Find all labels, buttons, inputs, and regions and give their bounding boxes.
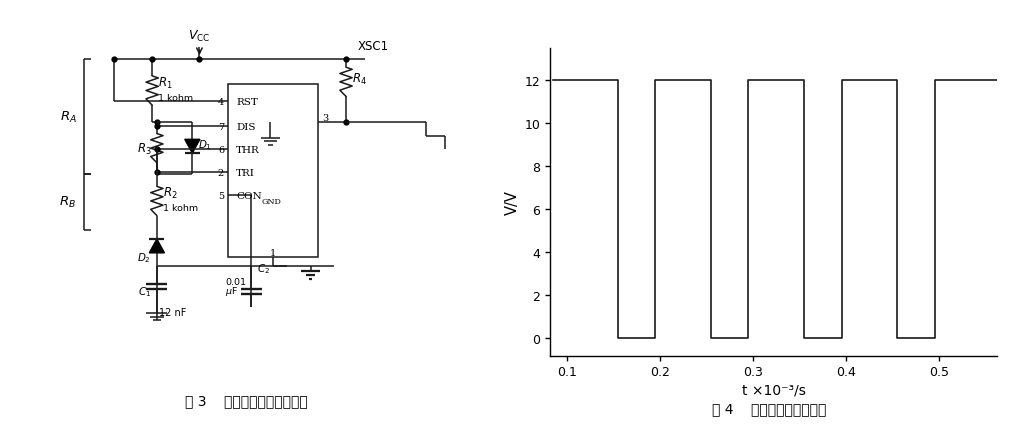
Text: 图 3    脉冲波形发生器原理图: 图 3 脉冲波形发生器原理图 bbox=[185, 393, 308, 407]
Text: 12 nF: 12 nF bbox=[159, 308, 187, 318]
Text: 5: 5 bbox=[218, 191, 224, 200]
Text: CON: CON bbox=[236, 191, 262, 200]
Text: $V_{\rm CC}$: $V_{\rm CC}$ bbox=[188, 29, 211, 43]
Text: 1 kohm: 1 kohm bbox=[163, 204, 198, 213]
Text: DIS: DIS bbox=[236, 122, 256, 131]
Polygon shape bbox=[185, 140, 199, 154]
Y-axis label: V/V: V/V bbox=[505, 190, 520, 215]
Text: 0.01: 0.01 bbox=[225, 277, 247, 287]
Text: $C_2$: $C_2$ bbox=[257, 262, 270, 276]
Polygon shape bbox=[149, 239, 164, 253]
Text: 1: 1 bbox=[269, 248, 276, 257]
Text: $R_2$: $R_2$ bbox=[163, 186, 178, 201]
Text: $D_2$: $D_2$ bbox=[138, 250, 151, 264]
Text: THR: THR bbox=[236, 145, 260, 154]
Text: 2: 2 bbox=[218, 168, 224, 177]
Text: 4: 4 bbox=[218, 97, 224, 106]
Text: 图 4    设计电路的仿真结果: 图 4 设计电路的仿真结果 bbox=[711, 401, 827, 415]
Bar bbox=[228, 84, 318, 257]
Text: RST: RST bbox=[236, 97, 258, 106]
Text: $R_1$: $R_1$ bbox=[158, 75, 173, 90]
Text: 6: 6 bbox=[218, 145, 224, 154]
X-axis label: t ×10⁻³/s: t ×10⁻³/s bbox=[741, 383, 806, 397]
Text: GND: GND bbox=[262, 197, 282, 205]
Text: 3: 3 bbox=[323, 114, 329, 123]
Text: $D_1$: $D_1$ bbox=[198, 138, 213, 152]
Text: $R_4$: $R_4$ bbox=[353, 71, 367, 86]
Text: XSC1: XSC1 bbox=[358, 40, 389, 53]
Text: $C_1$: $C_1$ bbox=[138, 284, 151, 298]
Text: $R_B$: $R_B$ bbox=[60, 195, 76, 210]
Text: TRI: TRI bbox=[236, 168, 255, 177]
Text: 7: 7 bbox=[218, 122, 224, 131]
Text: $R_A$: $R_A$ bbox=[60, 109, 76, 125]
Text: $R_3$: $R_3$ bbox=[137, 141, 151, 156]
Text: $\mu$F: $\mu$F bbox=[225, 284, 238, 297]
Text: 1 kohm: 1 kohm bbox=[158, 94, 193, 103]
